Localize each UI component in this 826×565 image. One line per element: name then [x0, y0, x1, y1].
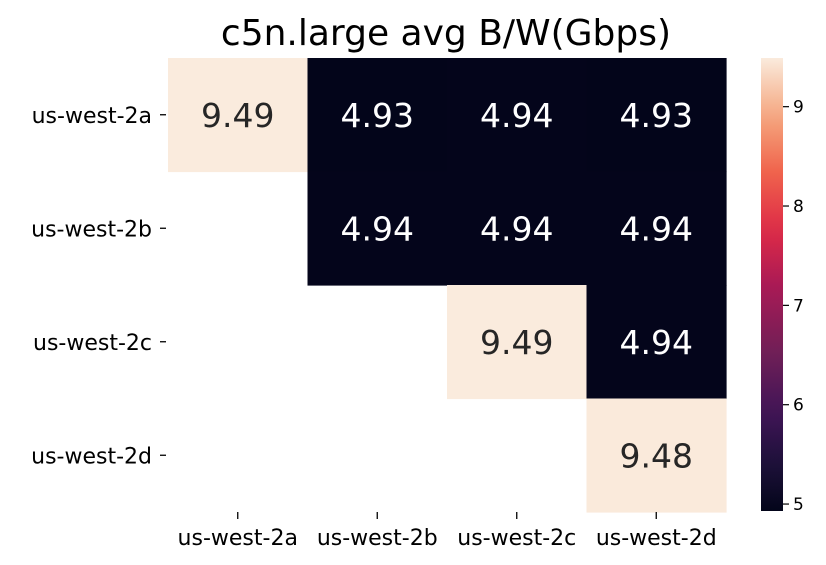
heatmap-cell	[586, 285, 727, 400]
cell-value-label: 9.48	[620, 436, 693, 475]
cell-value-label: 4.94	[480, 209, 553, 248]
cell-value-label: 9.49	[480, 323, 553, 362]
y-tick-label: us-west-2d	[31, 444, 152, 469]
colorbar-tick-label: 6	[793, 396, 804, 416]
heatmap-cell	[447, 285, 588, 400]
colorbar-tick-label: 9	[793, 98, 804, 118]
y-axis: us-west-2a us-west-2b us-west-2c us-west-2d	[31, 104, 166, 469]
y-tick-label: us-west-2c	[33, 331, 152, 356]
cell-value-label: 4.93	[341, 96, 414, 135]
heatmap-cell	[447, 58, 588, 173]
cell-value-label: 4.94	[620, 209, 693, 248]
heatmap-cells	[168, 58, 727, 513]
colorbar-tick-label: 7	[793, 296, 804, 316]
heatmap-cell-labels: 9.49 4.93 4.94 4.93 4.94 4.94 4.94 9.49 4.94 9.48	[201, 96, 693, 476]
x-tick-label: us-west-2a	[178, 526, 298, 551]
colorbar-tick-label: 8	[793, 197, 804, 217]
y-tick-label: us-west-2b	[31, 217, 152, 242]
cell-value-label: 9.49	[201, 96, 274, 135]
heatmap-cell	[586, 58, 727, 173]
chart-title: c5n.large avg B/W(Gbps)	[221, 13, 671, 54]
heatmap-cell	[168, 58, 309, 173]
cell-value-label: 4.94	[480, 96, 553, 135]
heatmap-cell	[307, 58, 448, 173]
heatmap-cell	[586, 171, 727, 286]
cell-value-label: 4.93	[620, 96, 693, 135]
heatmap-cell	[447, 171, 588, 286]
cell-value-label: 4.94	[620, 323, 693, 362]
colorbar-tick-label: 5	[793, 495, 804, 515]
colorbar-gradient	[761, 58, 783, 511]
y-tick-label: us-west-2a	[32, 104, 152, 129]
x-tick-label: us-west-2d	[596, 526, 717, 551]
x-axis: us-west-2a us-west-2b us-west-2c us-west-2d	[178, 512, 717, 551]
x-tick-label: us-west-2c	[457, 526, 576, 551]
heatmap-cell	[586, 398, 727, 513]
colorbar: 5 6 7 8 9	[761, 58, 804, 515]
x-tick-label: us-west-2b	[317, 526, 438, 551]
heatmap-cell	[307, 171, 448, 286]
cell-value-label: 4.94	[341, 209, 414, 248]
